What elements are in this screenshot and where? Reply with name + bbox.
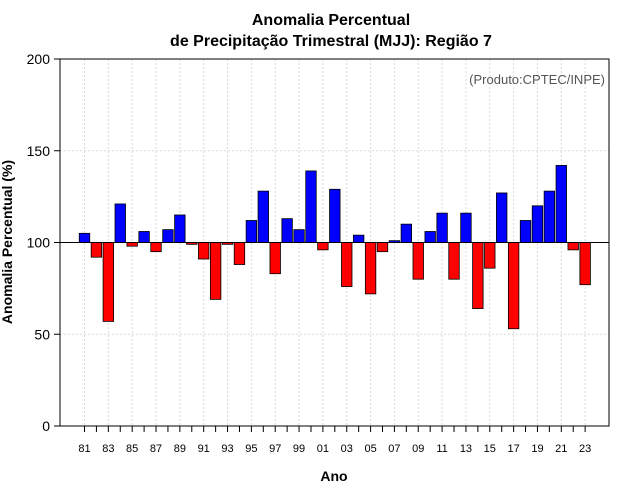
x-tick-label: 21 bbox=[555, 443, 567, 455]
bar-2015 bbox=[484, 242, 496, 269]
bar-2004 bbox=[353, 234, 365, 243]
bar-2000 bbox=[305, 170, 317, 243]
y-axis-label: Anomalia Percentual (%) bbox=[0, 160, 15, 324]
bar-2006 bbox=[376, 242, 389, 253]
bar-2009 bbox=[412, 242, 424, 280]
x-tick-label: 85 bbox=[126, 443, 138, 455]
x-tick-label: 95 bbox=[245, 443, 257, 455]
bar-1981 bbox=[78, 232, 91, 243]
bar-1992 bbox=[209, 242, 222, 300]
bar-2005 bbox=[364, 242, 377, 295]
bar-2022 bbox=[567, 242, 579, 251]
x-tick-label: 93 bbox=[221, 443, 233, 455]
x-tick-label: 87 bbox=[150, 443, 162, 455]
y-tick-label: 100 bbox=[27, 235, 51, 251]
y-tick-label: 150 bbox=[27, 143, 51, 159]
bar-2010 bbox=[424, 231, 436, 243]
x-tick-label: 01 bbox=[317, 443, 329, 455]
bar-2021 bbox=[555, 165, 567, 243]
bar-1997 bbox=[269, 242, 281, 275]
bar-2020 bbox=[543, 190, 556, 243]
bar-2001 bbox=[317, 242, 329, 251]
x-axis-label: Ano bbox=[320, 468, 347, 484]
bar-1988 bbox=[162, 229, 174, 243]
bar-2012 bbox=[448, 242, 460, 280]
bar-2023 bbox=[579, 242, 591, 286]
x-tick-label: 23 bbox=[579, 443, 591, 455]
x-tick-label: 13 bbox=[460, 443, 472, 455]
x-tick-label: 99 bbox=[293, 443, 305, 455]
bar-2017 bbox=[507, 242, 520, 330]
bar-1999 bbox=[293, 229, 305, 243]
bar-2002 bbox=[329, 188, 341, 243]
bar-2018 bbox=[519, 220, 532, 243]
x-tick-label: 03 bbox=[341, 443, 353, 455]
x-tick-label: 05 bbox=[364, 443, 376, 455]
x-tick-label: 17 bbox=[507, 443, 519, 455]
bar-1991 bbox=[198, 242, 210, 260]
bar-1994 bbox=[233, 242, 246, 265]
bar-1986 bbox=[138, 231, 150, 243]
x-tick-label: 09 bbox=[412, 443, 424, 455]
y-tick-label: 50 bbox=[34, 326, 50, 342]
bar-1984 bbox=[114, 203, 126, 243]
bar-1995 bbox=[245, 220, 258, 243]
bar-1998 bbox=[281, 218, 293, 243]
bar-2011 bbox=[436, 212, 448, 243]
bar-2014 bbox=[472, 242, 484, 309]
x-tick-label: 91 bbox=[198, 443, 210, 455]
bar-1982 bbox=[90, 242, 103, 258]
title-group: Anomalia Percentual de Precipitação Trim… bbox=[170, 12, 492, 50]
x-tick-label: 07 bbox=[388, 443, 400, 455]
x-tick-label: 11 bbox=[436, 443, 447, 455]
bar-1985 bbox=[126, 242, 138, 247]
bar-2003 bbox=[341, 242, 353, 287]
credit-text: (Produto:CPTEC/INPE) bbox=[469, 72, 605, 87]
chart-title-line-1: Anomalia Percentual bbox=[252, 12, 410, 29]
bar-2013 bbox=[460, 212, 472, 243]
x-tick-label: 83 bbox=[102, 443, 114, 455]
x-axis: 81 83 85 87 89 91 93 95 97 99 01 03 05 07 09 11 13 15 17 19… bbox=[78, 426, 591, 455]
y-tick-label: 0 bbox=[42, 418, 50, 434]
bar-2008 bbox=[400, 223, 412, 243]
x-tick-label: 19 bbox=[531, 443, 543, 455]
bar-1983 bbox=[102, 242, 114, 322]
x-tick-label: 97 bbox=[269, 443, 281, 455]
bar-1987 bbox=[150, 242, 162, 253]
x-tick-label: 81 bbox=[78, 443, 90, 455]
chart-title-line-2: de Precipitação Trimestral (MJJ): Região… bbox=[170, 33, 492, 50]
y-tick-label: 200 bbox=[27, 51, 51, 67]
x-tick-label: 89 bbox=[174, 443, 186, 455]
bar-1989 bbox=[174, 214, 186, 243]
bar-1996 bbox=[257, 190, 269, 243]
x-tick-label: 15 bbox=[484, 443, 496, 455]
bar-2016 bbox=[496, 192, 508, 243]
grid-layer bbox=[60, 58, 609, 427]
y-axis: 0 50 100 150 200 bbox=[27, 51, 60, 434]
bar-2019 bbox=[531, 205, 544, 243]
